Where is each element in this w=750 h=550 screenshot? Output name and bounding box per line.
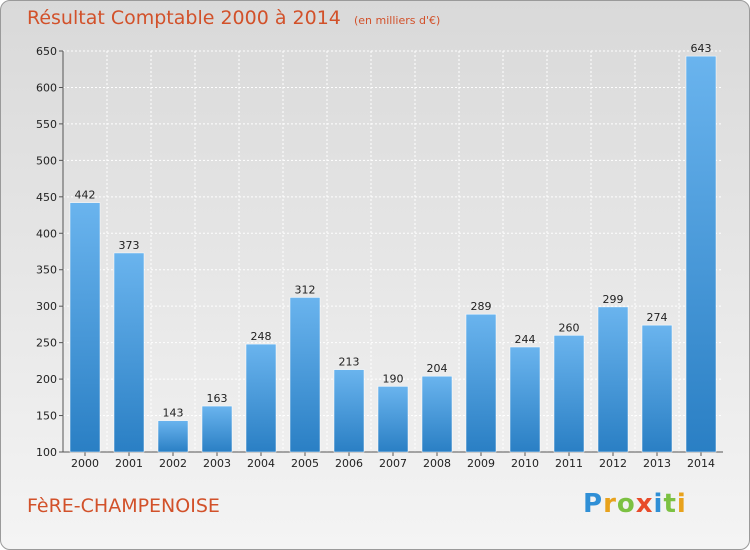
logo-letter: o xyxy=(616,489,636,519)
value-label: 204 xyxy=(427,362,448,375)
value-label: 163 xyxy=(207,392,228,405)
value-label: 312 xyxy=(295,283,316,296)
value-label: 373 xyxy=(119,239,140,252)
chart-title-unit: (en milliers d'€) xyxy=(353,14,441,27)
value-label: 299 xyxy=(603,293,624,306)
value-label: 244 xyxy=(515,333,536,346)
value-label: 213 xyxy=(339,356,360,369)
logo-letter: r xyxy=(603,489,617,519)
x-tick-label: 2000 xyxy=(71,457,99,470)
bar xyxy=(157,420,189,453)
logo-letter: i xyxy=(653,489,664,519)
x-tick-label: 2002 xyxy=(159,457,187,470)
x-tick-label: 2005 xyxy=(291,457,319,470)
y-tick-label: 400 xyxy=(36,227,57,240)
commune-name: FèRE-CHAMPENOISE xyxy=(27,495,220,517)
logo-letter: i xyxy=(676,489,687,519)
value-label: 643 xyxy=(691,42,712,55)
bar xyxy=(245,343,277,453)
bar xyxy=(289,297,321,453)
labels: 100 150 200 250 300 350 400 450 500 550 600 650 442 2… xyxy=(36,42,715,470)
y-tick-label: 200 xyxy=(36,373,57,386)
x-tick-label: 2003 xyxy=(203,457,231,470)
x-tick-label: 2011 xyxy=(555,457,583,470)
value-label: 289 xyxy=(471,300,492,313)
bar xyxy=(685,55,717,453)
x-tick-label: 2001 xyxy=(115,457,143,470)
bar xyxy=(377,386,409,453)
chart-title-main: Résultat Comptable 2000 à 2014 xyxy=(27,7,341,29)
logo-letter: x xyxy=(635,489,654,519)
bar xyxy=(421,375,453,453)
bar xyxy=(641,324,673,453)
y-tick-label: 600 xyxy=(36,81,57,94)
x-tick-label: 2004 xyxy=(247,457,275,470)
x-tick-label: 2014 xyxy=(687,457,715,470)
proxiti-logo: Proxiti xyxy=(583,489,687,519)
y-tick-label: 550 xyxy=(36,118,57,131)
x-tick-label: 2007 xyxy=(379,457,407,470)
y-tick-label: 250 xyxy=(36,337,57,350)
y-tick-label: 450 xyxy=(36,191,57,204)
y-tick-label: 350 xyxy=(36,264,57,277)
gridlines xyxy=(63,50,723,453)
value-label: 274 xyxy=(647,311,668,324)
bar xyxy=(553,335,585,453)
x-tick-label: 2006 xyxy=(335,457,363,470)
x-tick-label: 2012 xyxy=(599,457,627,470)
bars xyxy=(69,55,717,453)
bar xyxy=(333,369,365,453)
y-tick-label: 300 xyxy=(36,300,57,313)
logo-letter: t xyxy=(663,489,677,519)
value-label: 442 xyxy=(75,189,96,202)
logo-letter: P xyxy=(583,489,604,519)
x-tick-label: 2009 xyxy=(467,457,495,470)
bar xyxy=(509,346,541,453)
value-label: 143 xyxy=(163,407,184,420)
x-tick-label: 2008 xyxy=(423,457,451,470)
value-label: 248 xyxy=(251,330,272,343)
x-tick-label: 2013 xyxy=(643,457,671,470)
bar xyxy=(597,306,629,453)
y-tick-label: 150 xyxy=(36,410,57,423)
value-label: 260 xyxy=(559,321,580,334)
bar xyxy=(113,252,145,453)
x-tick-label: 2010 xyxy=(511,457,539,470)
bar xyxy=(201,405,233,453)
chart-title: Résultat Comptable 2000 à 2014 (en milli… xyxy=(27,7,440,29)
value-label: 190 xyxy=(383,372,404,385)
y-tick-label: 650 xyxy=(36,45,57,58)
y-tick-label: 100 xyxy=(36,446,57,459)
bar xyxy=(465,313,497,453)
y-tick-label: 500 xyxy=(36,154,57,167)
bar xyxy=(69,202,101,453)
